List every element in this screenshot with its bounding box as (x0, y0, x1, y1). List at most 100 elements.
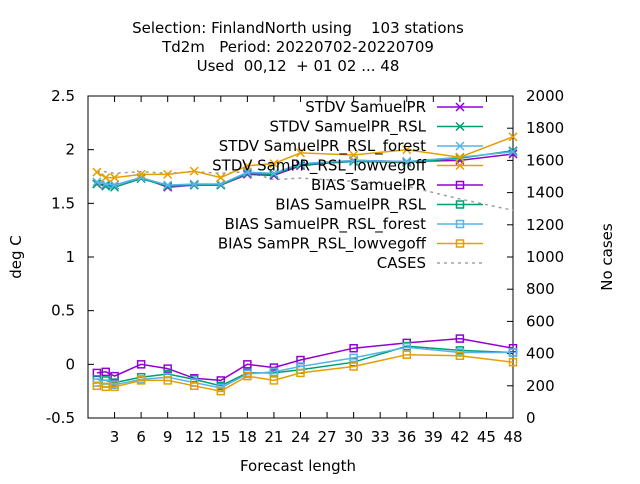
x-tick-label: 3 (110, 428, 120, 446)
data-point (216, 386, 226, 396)
x-tick-label: 30 (344, 428, 363, 446)
data-point (269, 168, 279, 178)
marker-stroke (189, 179, 199, 189)
data-point (508, 343, 518, 353)
x-axis-label: Forecast length (240, 457, 356, 475)
data-point (242, 168, 252, 178)
marker-stroke (101, 173, 111, 183)
x-tick-label: 33 (371, 428, 390, 446)
data-point (110, 173, 120, 183)
data-point (110, 180, 120, 190)
data-point (101, 173, 111, 183)
legend-label: STDV SamuelPR_RSL_forest (219, 137, 426, 156)
data-point (101, 179, 111, 189)
legend-label: STDV SamuelPR (305, 98, 426, 116)
data-point (455, 152, 465, 162)
marker-stroke (455, 160, 465, 171)
y-tick-label: 2 (65, 141, 75, 159)
marker-stroke (295, 159, 306, 169)
x-tick-label: 27 (318, 428, 337, 446)
title-line-3: Used 00,12 + 01 02 ... 48 (197, 57, 400, 75)
data-point (508, 132, 518, 142)
marker-stroke (269, 159, 279, 169)
data-point (349, 156, 359, 167)
marker-stroke (136, 169, 146, 179)
x-tick-label: 42 (450, 428, 469, 446)
y2-axis-label: No cases (598, 223, 616, 291)
data-point (295, 159, 306, 169)
marker-stroke (189, 166, 199, 176)
marker-stroke (163, 169, 173, 179)
data-point (242, 161, 252, 171)
data-point (216, 179, 226, 189)
marker-stroke (163, 180, 173, 190)
marker-stroke (402, 156, 412, 167)
y2-tick-label: 1200 (526, 216, 564, 234)
data-point (402, 350, 411, 359)
legend-label: BIAS SamuelPR_RSL_forest (225, 215, 427, 234)
marker-stroke (92, 167, 102, 177)
legend-marker (455, 102, 465, 112)
x-tick-label: 48 (503, 428, 522, 446)
y2-tick-label: 1400 (526, 184, 564, 202)
marker-stroke (508, 147, 518, 157)
marker-stroke (92, 177, 102, 187)
marker-stroke (455, 121, 465, 132)
title-line-2: Td2m Period: 20220702-20220709 (161, 38, 434, 56)
data-point (189, 180, 199, 190)
legend-label: BIAS SamuelPR (311, 176, 426, 194)
y-tick-label: 0.5 (51, 302, 75, 320)
legend-marker (455, 180, 465, 190)
y2-tick-label: 800 (526, 280, 555, 298)
legend-entry: BIAS SamPR_RSL_lowvegoff (218, 235, 483, 254)
series-bias-7 (92, 350, 518, 396)
y2-tick-label: 1600 (526, 151, 564, 169)
x-tick-label: 36 (397, 428, 416, 446)
marker-stroke (242, 167, 252, 177)
legend-marker (455, 160, 465, 171)
legend-entry: BIAS SamuelPR_RSL_forest (225, 215, 483, 234)
data-point (136, 360, 146, 369)
marker-stroke (110, 173, 120, 183)
data-point (92, 177, 102, 187)
data-point (296, 368, 305, 378)
marker-stroke (455, 141, 465, 151)
cases-series-layer (96, 170, 514, 212)
marker-stroke (92, 179, 102, 189)
x-tick-label: 12 (185, 428, 204, 446)
title-line-1: Selection: FinlandNorth using 103 statio… (132, 19, 464, 37)
data-point (295, 148, 306, 158)
data-point (508, 348, 518, 357)
marker-stroke (189, 180, 199, 190)
data-point (349, 362, 358, 371)
data-point (269, 367, 279, 377)
y2-tick-label: 200 (526, 377, 555, 395)
legend-label: STDV SamPR_RSL_lowvegoff (212, 157, 427, 176)
marker-stroke (508, 146, 518, 156)
data-point (163, 376, 172, 385)
series-line (96, 353, 514, 392)
marker-stroke (110, 180, 120, 190)
marker-stroke (242, 161, 252, 171)
data-point (402, 156, 412, 167)
y-tick-label: -0.5 (46, 409, 75, 427)
x-tick-label: 15 (211, 428, 230, 446)
data-point (110, 382, 119, 392)
y2-tick-label: 1000 (526, 248, 564, 266)
x-tick-label: 21 (264, 428, 283, 446)
marker-stroke (216, 179, 226, 189)
legend-marker (455, 219, 465, 229)
data-point (242, 167, 252, 177)
marker-stroke (508, 132, 518, 142)
series-line (96, 346, 513, 389)
y-tick-label: 0 (65, 355, 75, 373)
data-point (189, 179, 199, 189)
legend-entry: STDV SamuelPR_RSL (270, 118, 483, 137)
x-tick-label: 24 (291, 428, 310, 446)
data-point (295, 160, 306, 170)
marker-stroke (216, 173, 226, 183)
data-point (269, 159, 279, 169)
data-point (163, 180, 173, 190)
legend-marker (455, 141, 465, 151)
